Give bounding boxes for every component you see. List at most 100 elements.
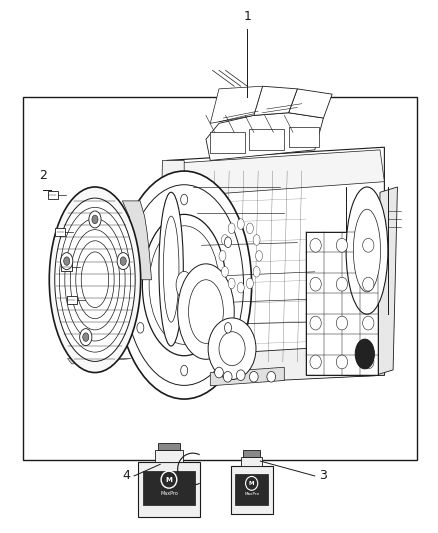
Ellipse shape: [208, 318, 256, 379]
Ellipse shape: [81, 252, 109, 308]
Bar: [243, 450, 260, 457]
Polygon shape: [231, 466, 272, 514]
Polygon shape: [158, 160, 184, 378]
Ellipse shape: [49, 187, 141, 373]
Text: 1: 1: [244, 10, 251, 23]
Ellipse shape: [237, 282, 244, 293]
Ellipse shape: [237, 370, 245, 381]
Ellipse shape: [363, 316, 374, 330]
Bar: [241, 457, 262, 466]
Ellipse shape: [60, 253, 73, 270]
Ellipse shape: [225, 322, 231, 333]
Bar: [47, 191, 58, 199]
Ellipse shape: [64, 257, 70, 265]
Ellipse shape: [176, 271, 192, 298]
Text: 2: 2: [39, 168, 47, 182]
Ellipse shape: [310, 238, 321, 252]
Ellipse shape: [255, 251, 262, 261]
Ellipse shape: [65, 219, 125, 341]
Bar: [143, 471, 195, 505]
Bar: [289, 127, 319, 147]
Text: 3: 3: [319, 470, 327, 482]
Ellipse shape: [89, 211, 101, 228]
Ellipse shape: [250, 372, 258, 382]
Ellipse shape: [161, 471, 177, 488]
Ellipse shape: [247, 278, 253, 289]
Polygon shape: [67, 359, 131, 364]
Ellipse shape: [336, 238, 348, 252]
Ellipse shape: [76, 241, 114, 319]
Ellipse shape: [125, 185, 244, 385]
Ellipse shape: [246, 477, 258, 490]
Ellipse shape: [336, 316, 348, 330]
Ellipse shape: [363, 277, 374, 291]
Ellipse shape: [83, 333, 89, 341]
Ellipse shape: [178, 264, 234, 359]
Ellipse shape: [247, 223, 253, 233]
Bar: [61, 262, 72, 271]
Ellipse shape: [92, 215, 98, 224]
Polygon shape: [138, 462, 200, 518]
Ellipse shape: [336, 355, 348, 369]
Ellipse shape: [117, 171, 252, 399]
Ellipse shape: [310, 355, 321, 369]
Ellipse shape: [355, 339, 374, 369]
Ellipse shape: [222, 266, 228, 277]
Ellipse shape: [117, 253, 129, 270]
Ellipse shape: [149, 226, 219, 344]
Ellipse shape: [59, 207, 131, 352]
Ellipse shape: [163, 216, 179, 322]
Ellipse shape: [223, 372, 232, 382]
Ellipse shape: [219, 251, 226, 261]
Ellipse shape: [225, 237, 231, 248]
Text: M: M: [249, 481, 254, 486]
Ellipse shape: [253, 235, 260, 245]
Ellipse shape: [237, 219, 244, 229]
Ellipse shape: [219, 332, 245, 366]
Ellipse shape: [55, 198, 135, 361]
Bar: [155, 450, 183, 462]
Ellipse shape: [310, 277, 321, 291]
Polygon shape: [289, 89, 332, 118]
Ellipse shape: [228, 278, 235, 289]
Ellipse shape: [181, 194, 187, 205]
Ellipse shape: [336, 277, 348, 291]
Ellipse shape: [346, 187, 388, 314]
Text: M: M: [166, 477, 173, 483]
Polygon shape: [210, 367, 284, 386]
Ellipse shape: [253, 266, 260, 277]
Bar: [250, 128, 284, 150]
Ellipse shape: [70, 230, 120, 330]
Ellipse shape: [222, 235, 228, 245]
Bar: [23, 97, 417, 460]
Text: MaxPro: MaxPro: [160, 491, 178, 496]
Bar: [306, 232, 378, 375]
Polygon shape: [167, 343, 389, 386]
Ellipse shape: [353, 209, 381, 292]
Bar: [67, 296, 77, 304]
Polygon shape: [210, 86, 262, 123]
Ellipse shape: [137, 322, 144, 333]
Polygon shape: [167, 147, 385, 383]
Text: 4: 4: [122, 470, 130, 482]
Text: MaxPro: MaxPro: [244, 492, 259, 497]
Polygon shape: [122, 201, 152, 280]
Polygon shape: [376, 187, 397, 375]
Ellipse shape: [159, 192, 184, 346]
Ellipse shape: [181, 365, 187, 376]
Polygon shape: [254, 86, 297, 115]
Ellipse shape: [142, 214, 226, 356]
Ellipse shape: [310, 316, 321, 330]
Ellipse shape: [188, 280, 223, 343]
Polygon shape: [176, 150, 385, 197]
Bar: [158, 442, 180, 450]
Bar: [235, 474, 268, 505]
Polygon shape: [206, 113, 323, 160]
Ellipse shape: [363, 355, 374, 369]
Ellipse shape: [228, 223, 235, 233]
Bar: [55, 228, 65, 236]
Ellipse shape: [137, 237, 144, 248]
Ellipse shape: [120, 257, 126, 265]
Ellipse shape: [363, 238, 374, 252]
Ellipse shape: [80, 329, 92, 345]
